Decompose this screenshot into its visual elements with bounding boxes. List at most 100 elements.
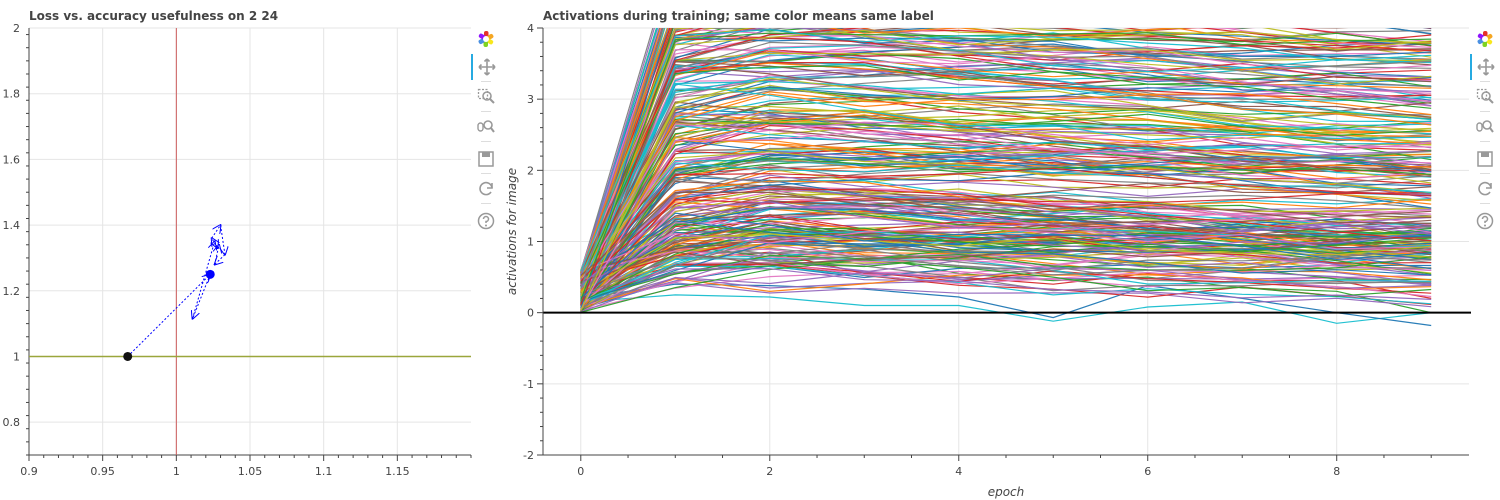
activation-series-line: [580, 212, 1432, 299]
activation-series-line: [580, 250, 1432, 274]
activation-series-line: [580, 231, 1432, 288]
reset-tool-button[interactable]: [1470, 176, 1500, 202]
right-y-tick-label: -1: [523, 378, 534, 391]
activation-series-line: [580, 50, 1432, 279]
right-y-tick-label: 0: [527, 307, 534, 320]
activation-series-line: [580, 201, 1432, 286]
activation-series-line: [580, 120, 1432, 293]
left-y-tick-label: 1: [13, 350, 20, 363]
right-x-tick-label: 4: [955, 465, 962, 478]
left-y-tick-label: 1.2: [3, 285, 21, 298]
activation-series-line: [580, 28, 1179, 273]
activation-series-line: [580, 187, 1432, 305]
activation-series-line: [580, 236, 1432, 308]
activation-series-line: [580, 188, 1432, 285]
toolbar-separator: [481, 111, 491, 112]
wheel-zoom-icon: [477, 120, 495, 133]
activation-series-line: [580, 48, 1432, 283]
right-x-tick-label: 8: [1333, 465, 1340, 478]
wheel-zoom-icon: [1476, 120, 1494, 133]
activation-series-line: [580, 80, 1432, 307]
bokeh-logo-icon: [1477, 31, 1493, 47]
bokeh-logo-icon: [478, 31, 494, 47]
box-zoom-icon: [1476, 88, 1494, 104]
activation-series-line: [580, 65, 1432, 283]
activation-series-line: [580, 123, 1432, 288]
activation-series-line: [580, 28, 1432, 310]
right-y-tick-label: -2: [523, 449, 534, 462]
activation-series-line: [580, 124, 1432, 295]
trajectory-arrow: [212, 238, 218, 249]
activation-series-line: [580, 265, 1432, 305]
box-zoom-tool-button[interactable]: [1470, 84, 1500, 110]
toolbar-separator: [1480, 173, 1490, 174]
activation-series-line: [580, 109, 1432, 286]
trajectory-arrow: [211, 225, 221, 239]
save-tool-button[interactable]: [1470, 146, 1500, 172]
left-chart-title: Loss vs. accuracy usefulness on 2 24: [29, 9, 279, 23]
activation-series-line: [580, 28, 1432, 303]
activation-series-line: [580, 61, 1432, 274]
help-icon: [477, 212, 495, 230]
activation-series-line: [580, 118, 1432, 282]
pan-tool-button[interactable]: [1470, 54, 1500, 80]
left-y-tick-label: 1.4: [3, 219, 21, 232]
activation-series-line: [580, 255, 1432, 296]
toolbar-separator: [1480, 203, 1490, 204]
right-y-tick-label: 3: [527, 93, 534, 106]
right-x-tick-label: 6: [1144, 465, 1151, 478]
wheel-zoom-tool-button[interactable]: [471, 114, 501, 140]
activation-series-line: [580, 28, 1432, 298]
loss-accuracy-svg[interactable]: 0.9 0.95 1 1.05 1.1 1.15 0.8 1 1.2 1.4 1.6 1.8 2: [0, 0, 480, 500]
left-y-tick-label: 1.6: [3, 153, 21, 166]
activation-series-line: [580, 240, 1432, 288]
trajectory-arrow: [192, 242, 215, 319]
activation-series-line: [580, 84, 1432, 306]
trajectory-arrow: [221, 225, 225, 255]
activation-series-line: [580, 28, 1432, 312]
bokeh-logo-tool-button: [1470, 26, 1500, 52]
save-icon: [478, 151, 494, 167]
activation-series-line: [580, 269, 1432, 306]
activation-series-line: [580, 267, 1432, 313]
help-tool-button[interactable]: [471, 208, 501, 234]
wheel-zoom-tool-button[interactable]: [1470, 114, 1500, 140]
activation-series-line: [580, 204, 1432, 307]
activation-series-line: [580, 130, 1432, 310]
activation-series-line: [580, 41, 1432, 312]
help-tool-button[interactable]: [1470, 208, 1500, 234]
bokeh-logo-tool-button: [471, 26, 501, 52]
activation-series-line: [580, 294, 1432, 324]
right-x-axis-label: epoch: [988, 485, 1025, 499]
activation-series-line: [580, 253, 1432, 301]
activations-svg[interactable]: 0 2 4 6 8 -2 -1 0 1 2 3 4 epoch activations for image: [500, 0, 1472, 500]
activation-series-line: [580, 111, 1432, 281]
left-x-tick-label: 1.1: [315, 465, 333, 478]
left-x-tick-label: 0.9: [20, 465, 38, 478]
box-zoom-tool-button[interactable]: [471, 84, 501, 110]
activation-series-line: [580, 220, 1432, 284]
reset-tool-button[interactable]: [471, 176, 501, 202]
activation-series-line: [580, 216, 1432, 273]
reset-icon: [1478, 181, 1492, 196]
activation-series-line: [580, 151, 1432, 280]
activation-series-line: [580, 255, 1432, 314]
save-tool-button[interactable]: [471, 146, 501, 172]
activation-series-line: [580, 233, 1432, 293]
toolbar-separator: [1480, 111, 1490, 112]
activations-plot: Activations during training; same color …: [500, 0, 1500, 500]
activation-series-line: [580, 28, 1432, 302]
activation-series-line: [580, 49, 1432, 273]
activation-series-line: [580, 150, 1432, 283]
activation-series-line: [580, 86, 1432, 277]
pan-icon: [478, 58, 496, 76]
current-point: [205, 269, 215, 279]
activation-series-line: [580, 83, 1432, 288]
activation-series-line: [580, 191, 1432, 277]
activation-series-line: [580, 28, 1432, 285]
pan-tool-button[interactable]: [471, 54, 501, 80]
activation-series-line: [580, 28, 1432, 272]
activation-series-line: [580, 121, 1432, 282]
toolbar-separator: [481, 203, 491, 204]
left-x-tick-label: 0.95: [90, 465, 115, 478]
